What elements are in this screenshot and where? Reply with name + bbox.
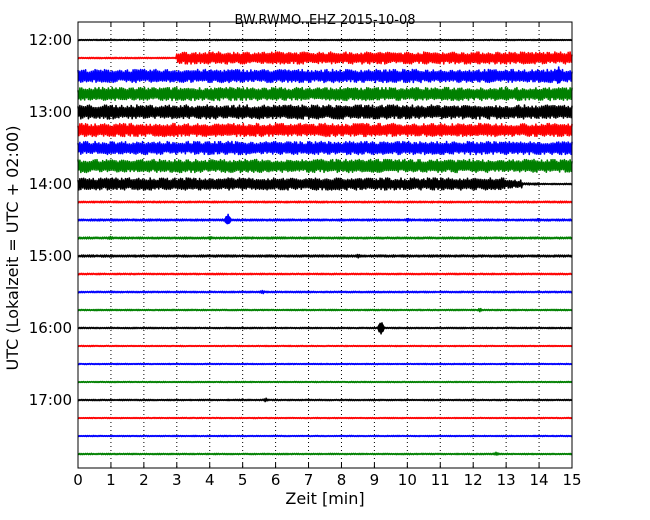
trace-line [77,104,573,120]
trace-line [77,122,573,138]
trace-line [77,177,573,191]
x-tick-label: 6 [271,471,281,489]
y-tick-label: 15:00 [29,247,72,265]
x-tick-label: 15 [562,471,581,489]
x-tick-label: 12 [464,471,483,489]
trace-group [77,38,573,456]
trace-line [77,416,573,420]
trace-line [77,307,573,313]
chart-title: BW.RWMO..EHZ 2015-10-08 [234,13,415,28]
trace-line [77,380,573,384]
trace-line [77,158,573,174]
trace-line [77,66,573,85]
event-marker [224,215,232,225]
trace-line [77,38,573,42]
x-tick-label: 10 [398,471,417,489]
trace-line [77,213,573,225]
event-marker [377,323,385,333]
trace-line [77,451,573,456]
x-tick-label: 13 [497,471,516,489]
x-tick-label: 9 [370,471,380,489]
x-tick-label: 4 [205,471,215,489]
y-axis-label: UTC (Lokalzeit = UTC + 02:00) [3,126,22,371]
x-tick-label: 2 [139,471,149,489]
x-tick-label: 5 [238,471,248,489]
y-tick-label: 17:00 [29,391,72,409]
trace-line [77,200,573,204]
trace-line [77,51,573,65]
trace-line [77,322,573,335]
x-tick-label: 14 [530,471,549,489]
trace-line [77,362,573,366]
y-tick-label: 16:00 [29,319,72,337]
x-tick-label: 1 [106,471,116,489]
trace-line [77,289,573,295]
y-tick-label: 13:00 [29,103,72,121]
trace-line [77,434,573,438]
y-tick-label: 12:00 [29,31,72,49]
x-axis-label: Zeit [min] [285,489,364,508]
x-tick-label: 3 [172,471,182,489]
trace-line [77,344,573,348]
trace-line [77,86,573,102]
plot-frame [77,21,573,469]
trace-line [77,253,573,259]
axis-ticks: 0 1 2 3 4 5 6 7 8 9 10 11 12 13 14 1512:0013:0014:0015:… [29,22,582,489]
x-tick-label: 11 [431,471,450,489]
trace-line [77,235,573,241]
y-tick-label: 14:00 [29,175,72,193]
x-tick-label: 8 [337,471,347,489]
x-tick-label: 7 [304,471,314,489]
trace-line [77,272,573,276]
event-marker [555,69,563,83]
trace-line [77,397,573,403]
x-tick-label: 0 [73,471,83,489]
trace-line [77,140,573,156]
